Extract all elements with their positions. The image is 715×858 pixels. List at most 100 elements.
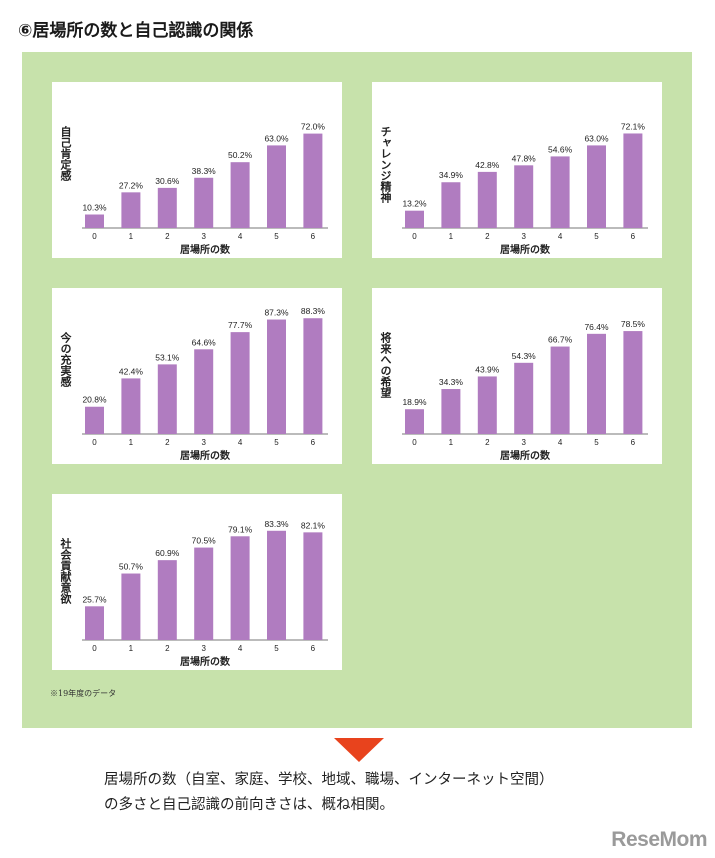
data-label: 66.7% (548, 335, 573, 345)
chart-ylabel: 社会貢献意欲 (59, 538, 72, 604)
bar-5 (267, 145, 286, 228)
bar-2 (477, 171, 497, 228)
data-label: 72.1% (621, 121, 646, 131)
data-label: 87.3% (264, 308, 289, 318)
x-tick-label: 3 (201, 644, 206, 653)
data-label: 25.7% (82, 594, 107, 604)
x-tick-label: 2 (165, 232, 170, 241)
x-tick-label: 5 (594, 232, 599, 241)
data-label: 53.1% (155, 352, 180, 362)
data-label: 72.0% (301, 122, 326, 132)
bar-1 (441, 182, 461, 228)
x-tick-label: 4 (558, 438, 563, 447)
data-label: 42.8% (475, 160, 500, 170)
data-label: 18.9% (402, 397, 427, 407)
bar-1 (121, 192, 141, 228)
x-axis-label: 居場所の数 (180, 449, 231, 462)
x-tick-label: 3 (201, 438, 206, 447)
x-tick-label: 1 (129, 644, 134, 653)
x-tick-label: 5 (274, 232, 279, 241)
bar-3 (194, 349, 214, 434)
bar-6 (303, 318, 323, 434)
chart-panel: 自己肯定感 10.3% 0 27.2% 1 30.6% 2 38.3% 3 50.2% 4 63.0… (22, 52, 692, 728)
chart-ylabel: 今の充実感 (59, 332, 72, 387)
bar-chart-self-esteem: 10.3% 0 27.2% 1 30.6% 2 38.3% 3 50.2% 4 63.0% 5 72.0… (82, 122, 328, 256)
bar-3 (194, 177, 214, 228)
x-axis-label: 居場所の数 (180, 243, 231, 256)
chart-card-challenge: チャレンジ精神 13.2% 0 34.9% 1 42.8% 2 47.8% 3 54.6% 4 63… (372, 82, 662, 258)
bar-5 (587, 145, 606, 228)
conclusion-line-1: 居場所の数（自室、家庭、学校、地域、職場、インターネット空間） (104, 772, 554, 788)
x-tick-label: 0 (412, 438, 417, 447)
x-tick-label: 6 (311, 644, 316, 653)
bar-0 (85, 406, 104, 434)
data-label: 70.5% (192, 536, 217, 546)
x-tick-label: 1 (129, 438, 134, 447)
bar-6 (303, 532, 323, 640)
data-label: 64.6% (192, 337, 217, 347)
chart-ylabel: チャレンジ精神 (379, 126, 392, 203)
data-label: 27.2% (119, 180, 144, 190)
data-label: 77.7% (228, 320, 253, 330)
x-tick-label: 6 (311, 232, 316, 241)
bar-3 (514, 362, 534, 434)
bar-2 (477, 376, 497, 434)
data-label: 63.0% (584, 133, 609, 143)
data-label: 76.4% (584, 322, 609, 332)
bar-2 (157, 364, 177, 434)
bar-chart-challenge: 13.2% 0 34.9% 1 42.8% 2 47.8% 3 54.6% 4 63.0% 5 72.1… (402, 121, 648, 256)
bar-1 (121, 573, 141, 640)
data-label: 78.5% (621, 319, 646, 329)
data-label: 38.3% (192, 166, 217, 176)
data-label: 50.2% (228, 150, 253, 160)
chart-card-self-esteem: 自己肯定感 10.3% 0 27.2% 1 30.6% 2 38.3% 3 50.2% 4 63.0… (52, 82, 342, 258)
bar-0 (405, 409, 424, 434)
x-tick-label: 4 (238, 232, 243, 241)
resemom-logo: ReseMom (611, 828, 707, 851)
data-label: 54.6% (548, 144, 573, 154)
bar-3 (194, 547, 214, 640)
x-tick-label: 3 (521, 438, 526, 447)
bar-0 (405, 210, 424, 228)
footnote: ※19年度のデータ (50, 689, 117, 698)
bar-5 (267, 319, 286, 434)
bar-6 (623, 133, 643, 228)
bar-chart-hope: 18.9% 0 34.3% 1 43.9% 2 54.3% 3 66.7% 4 76.4% 5 78.5… (402, 319, 648, 462)
bar-6 (303, 133, 323, 228)
x-tick-label: 5 (274, 644, 279, 653)
x-tick-label: 6 (311, 438, 316, 447)
x-tick-label: 1 (449, 438, 454, 447)
bar-chart-social-contribution: 25.7% 0 50.7% 1 60.9% 2 70.5% 3 79.1% 4 83.3% 5 82.1… (82, 519, 328, 668)
bar-1 (441, 389, 461, 434)
data-label: 34.9% (439, 170, 464, 180)
x-tick-label: 0 (92, 644, 97, 653)
x-axis-label: 居場所の数 (180, 655, 231, 668)
chart-card-social-contribution: 社会貢献意欲 25.7% 0 50.7% 1 60.9% 2 70.5% 3 79.1% 4 83.… (52, 494, 342, 670)
conclusion-text: 居場所の数（自室、家庭、学校、地域、職場、インターネット空間） の多さと自己認識… (104, 768, 664, 818)
bar-4 (550, 156, 570, 228)
chart-ylabel: 自己肯定感 (59, 126, 72, 181)
x-tick-label: 2 (485, 232, 490, 241)
bar-0 (85, 214, 104, 228)
data-label: 60.9% (155, 548, 180, 558)
chart-card-fulfillment: 今の充実感 20.8% 0 42.4% 1 53.1% 2 64.6% 3 77.7% 4 87.3… (52, 288, 342, 464)
data-label: 42.4% (119, 366, 144, 376)
data-label: 54.3% (512, 351, 537, 361)
x-tick-label: 3 (201, 232, 206, 241)
data-label: 13.2% (402, 199, 427, 209)
bar-5 (587, 333, 606, 434)
x-tick-label: 0 (92, 232, 97, 241)
bar-1 (121, 378, 141, 434)
chart-card-hope: 将来への希望 18.9% 0 34.3% 1 43.9% 2 54.3% 3 66.7% 4 76.… (372, 288, 662, 464)
x-axis-label: 居場所の数 (500, 243, 551, 256)
bar-3 (514, 165, 534, 228)
x-axis-label: 居場所の数 (500, 449, 551, 462)
x-tick-label: 5 (274, 438, 279, 447)
bar-6 (623, 331, 643, 434)
x-tick-label: 6 (631, 232, 636, 241)
chart-ylabel: 将来への希望 (379, 332, 392, 398)
data-label: 34.3% (439, 377, 464, 387)
x-tick-label: 0 (412, 232, 417, 241)
data-label: 50.7% (119, 562, 144, 572)
x-tick-label: 3 (521, 232, 526, 241)
